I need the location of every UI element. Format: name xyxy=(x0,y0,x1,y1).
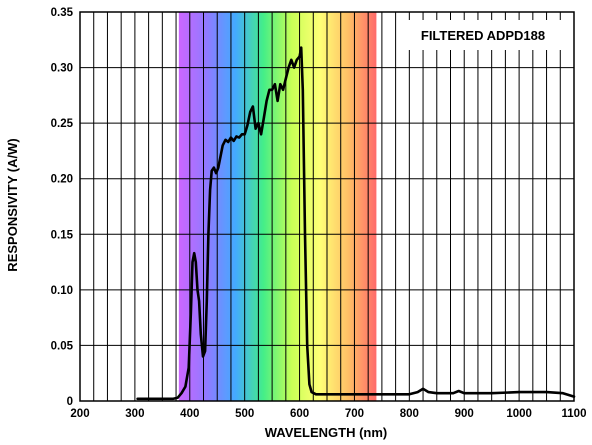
y-tick-label: 0.25 xyxy=(51,118,74,130)
y-tick-label: 0.20 xyxy=(51,174,73,186)
responsivity-line xyxy=(136,46,576,401)
plot-frame xyxy=(79,11,575,402)
x-tick-label: 1100 xyxy=(562,408,587,420)
x-tick-label: 200 xyxy=(70,408,89,420)
x-tick-label: 500 xyxy=(235,408,254,420)
legend-label: FILTERED ADPD188 xyxy=(421,28,545,43)
y-tick-label: 0.30 xyxy=(51,63,73,75)
x-tick-label: 600 xyxy=(290,408,309,420)
visible-spectrum-band xyxy=(178,12,377,401)
y-tick-label: 0.35 xyxy=(51,7,74,19)
legend: FILTERED ADPD188 xyxy=(398,20,568,50)
y-tick-label: 0.10 xyxy=(51,285,73,297)
x-tick-label: 400 xyxy=(180,408,199,420)
y-axis-title: RESPONSIVITY (A/W) xyxy=(5,138,20,271)
x-axis-title: WAVELENGTH (nm) xyxy=(265,425,388,440)
x-tick-label: 700 xyxy=(345,408,364,420)
x-tick-label: 900 xyxy=(455,408,474,420)
x-tick-label: 1000 xyxy=(506,408,532,420)
y-tick-label: 0 xyxy=(67,396,73,408)
y-tick-label: 0.15 xyxy=(51,229,74,241)
x-tick-label: 800 xyxy=(400,408,419,420)
x-tick-label: 300 xyxy=(125,408,144,420)
legend-box xyxy=(398,20,568,50)
y-tick-label: 0.05 xyxy=(51,340,74,352)
